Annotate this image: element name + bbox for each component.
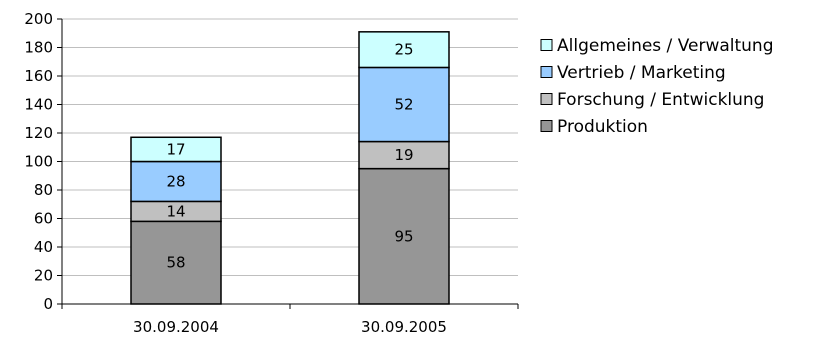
bar-segment xyxy=(358,66,450,143)
axes: 0 20 40 60 80 100 120 140 160 180 200 30.09.2004 30.… xyxy=(24,10,519,336)
x-tick-label: 30.09.2005 xyxy=(361,318,447,336)
y-tick-label: 140 xyxy=(24,96,53,114)
data-label: 58 xyxy=(166,254,185,272)
y-tick-label: 160 xyxy=(24,67,53,85)
legend-swatch xyxy=(540,66,553,78)
data-label: 25 xyxy=(394,41,413,59)
bars xyxy=(130,31,450,305)
legend: Allgemeines / Verwaltung Vertrieb / Marke… xyxy=(540,36,774,137)
legend-swatch xyxy=(540,93,553,105)
data-label: 52 xyxy=(394,96,413,114)
bar-segment xyxy=(130,136,222,163)
y-tick-label: 60 xyxy=(34,210,53,228)
y-tick-label: 20 xyxy=(34,267,53,285)
legend-label: Allgemeines / Verwaltung xyxy=(557,36,774,56)
y-tick-label: 180 xyxy=(24,39,53,57)
y-tick-label: 200 xyxy=(24,10,53,28)
data-label: 19 xyxy=(394,146,413,164)
bar-segment xyxy=(358,167,450,305)
data-label: 95 xyxy=(394,227,413,245)
data-label: 28 xyxy=(166,172,185,190)
y-tick-label: 40 xyxy=(34,238,53,256)
bar-segment xyxy=(358,140,450,170)
legend-label: Forschung / Entwicklung xyxy=(557,90,764,110)
legend-label: Vertrieb / Marketing xyxy=(557,63,726,83)
y-tick-label: 80 xyxy=(34,181,53,199)
data-label: 17 xyxy=(166,140,185,158)
data-labels: 58 14 28 17 95 19 52 25 xyxy=(166,41,413,272)
legend-label: Produktion xyxy=(557,117,648,137)
bar-segment xyxy=(358,31,450,69)
y-tick-label: 120 xyxy=(24,124,53,142)
legend-swatch xyxy=(540,120,553,132)
y-tick-label: 100 xyxy=(24,153,53,171)
bar-segment xyxy=(130,220,222,305)
y-tick-label: 0 xyxy=(43,295,53,313)
x-tick-label: 30.09.2004 xyxy=(133,318,219,336)
data-label: 14 xyxy=(166,202,185,220)
legend-swatch xyxy=(540,39,553,51)
